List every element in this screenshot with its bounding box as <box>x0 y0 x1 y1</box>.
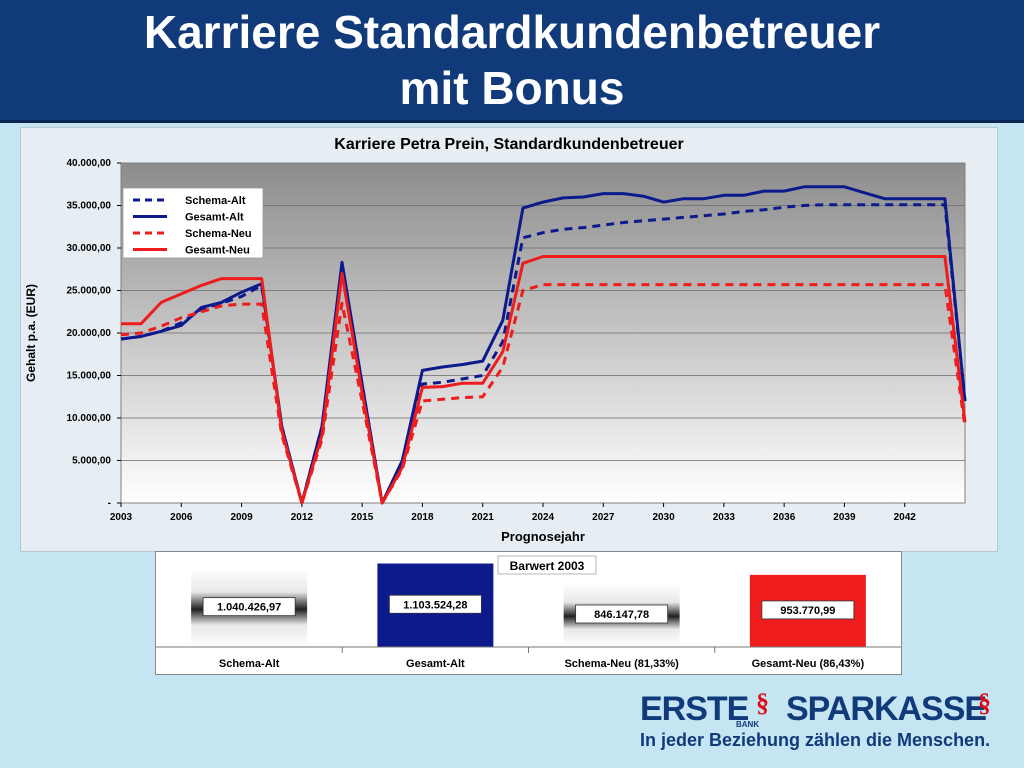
legend-label: Gesamt-Alt <box>185 212 244 224</box>
x-tick-label: 2033 <box>713 512 736 523</box>
bar-value-label: 1.103.524,28 <box>403 599 467 611</box>
sparkasse-logo-text: SPARKASSE <box>786 690 987 728</box>
chart-title: Karriere Petra Prein, Standardkundenbetr… <box>334 136 683 153</box>
y-tick-label: 20.000,00 <box>67 328 112 339</box>
bar-title-box <box>497 555 597 575</box>
x-tick-label: 2030 <box>652 512 675 523</box>
x-tick-label: 2015 <box>351 512 374 523</box>
legend-label: Gesamt-Neu <box>185 245 250 257</box>
x-tick-label: 2006 <box>170 512 193 523</box>
line-chart-panel: Karriere Petra Prein, Standardkundenbetr… <box>20 127 998 552</box>
slide-title-line2: mit Bonus <box>399 62 625 114</box>
y-tick-label: 5.000,00 <box>72 456 111 467</box>
y-tick-label: 10.000,00 <box>67 413 112 424</box>
bar-value-label: 846.147,78 <box>594 609 649 621</box>
x-tick-label: 2009 <box>230 512 253 523</box>
x-tick-label: 2036 <box>773 512 796 523</box>
legend: Schema-Alt Gesamt-Alt Schema-Neu Gesamt-Neu <box>122 187 264 259</box>
bar-value-label: 953.770,99 <box>780 605 835 617</box>
x-axis-title: Prognosejahr <box>501 529 585 544</box>
y-tick-label: 15.000,00 <box>67 371 112 382</box>
legend-label: Schema-Alt <box>185 195 246 207</box>
s-logo-icon: § <box>756 688 769 717</box>
series-line-schema-neu <box>120 283 967 505</box>
slogan: In jeder Beziehung zählen die Menschen. <box>640 730 991 750</box>
x-tick-label: 2024 <box>532 512 555 523</box>
bar-value-label: 1.040.426,97 <box>217 602 281 614</box>
bar-value-box <box>761 600 855 620</box>
bar-category-label: Schema-Alt <box>219 658 280 670</box>
bar-category-label: Schema-Neu (81,33%) <box>564 658 679 670</box>
bar-chart: 1.040.426,97 Schema-Alt 1.103.524,28 Gesamt… <box>156 555 901 670</box>
legend-label: Schema-Neu <box>185 228 252 240</box>
bar-value-box <box>388 594 482 614</box>
bar-chart-panel: 1.040.426,97 Schema-Alt 1.103.524,28 Gesamt… <box>155 551 902 675</box>
bar-value-box <box>575 604 669 624</box>
title-banner: Karriere Standardkundenbetreuer mit Bonu… <box>0 0 1024 123</box>
x-tick-label: 2012 <box>291 512 314 523</box>
y-tick-label: 30.000,00 <box>67 243 112 254</box>
x-tick-label: 2018 <box>411 512 434 523</box>
y-tick-label: 35.000,00 <box>67 201 112 212</box>
series-line-gesamt-neu <box>121 255 967 505</box>
footer-branding: ERSTE § BANK SPARKASSE § In jeder Bezieh… <box>630 690 1010 760</box>
bar-chart-title: Barwert 2003 <box>510 559 585 573</box>
bar-category-label: Gesamt-Neu (86,43%) <box>752 658 865 670</box>
slide-title-line1: Karriere Standardkundenbetreuer <box>143 6 881 58</box>
x-tick-label: 2039 <box>833 512 856 523</box>
bar-category-label: Gesamt-Alt <box>406 658 465 670</box>
x-tick-label: 2027 <box>592 512 615 523</box>
bank-logo-text: BANK <box>736 720 760 729</box>
s-logo-icon: § <box>978 688 991 717</box>
y-tick-label: - <box>108 498 111 509</box>
series-line-schema-alt <box>120 203 967 505</box>
x-tick-label: 2042 <box>894 512 917 523</box>
erste-logo-text: ERSTE <box>640 690 749 728</box>
y-tick-label: 25.000,00 <box>67 286 112 297</box>
bar-value-box <box>202 597 296 617</box>
y-tick-label: 40.000,00 <box>67 158 112 169</box>
x-tick-label: 2021 <box>472 512 495 523</box>
y-axis-title: Gehalt p.a. (EUR) <box>24 284 38 382</box>
x-tick-label: 2003 <box>110 512 133 523</box>
line-chart: Karriere Petra Prein, Standardkundenbetr… <box>24 136 967 544</box>
